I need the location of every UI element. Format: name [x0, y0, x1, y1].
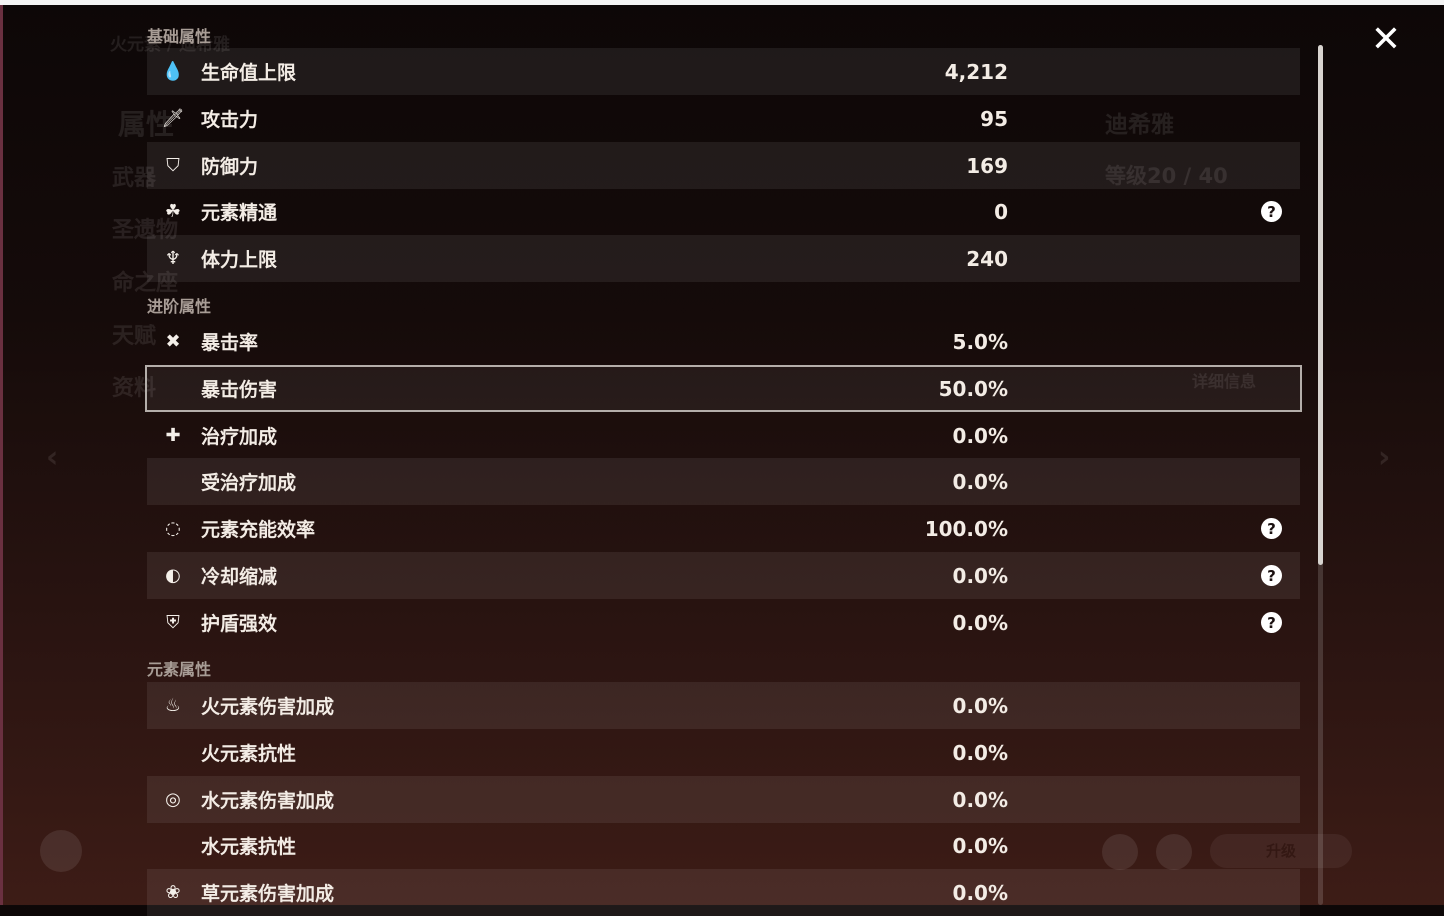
shield-icon: ⛉ — [166, 155, 180, 176]
stat-label: 元素精通 — [201, 202, 278, 224]
stat-value: 0.0% — [952, 787, 1008, 812]
stat-row[interactable]: ◎ 水元素伤害加成 0.0% — [147, 776, 1300, 823]
help-icon[interactable]: ? — [1261, 565, 1282, 586]
energy-recharge-icon: ◌ — [165, 518, 181, 539]
stat-row[interactable]: ♆ 体力上限 240 — [147, 235, 1300, 282]
scrollbar-thumb[interactable] — [1318, 45, 1323, 565]
hydro-icon: ◎ — [165, 789, 181, 810]
nav-profile[interactable]: 资料 — [112, 376, 157, 401]
stat-label: 草元素伤害加成 — [201, 883, 335, 905]
detail-button[interactable]: 详细信息 — [1192, 372, 1257, 391]
stat-row[interactable]: 🗡 攻击力 95 — [147, 95, 1300, 142]
nav-weapon[interactable]: 武器 — [112, 166, 157, 191]
stat-row[interactable]: ♨ 火元素伤害加成 0.0% — [147, 682, 1300, 729]
prev-arrow-icon[interactable]: ‹ — [46, 440, 59, 475]
stat-label: 火元素抗性 — [201, 743, 297, 765]
stat-label: 受治疗加成 — [201, 472, 297, 494]
stat-row[interactable]: 火元素抗性 0.0% — [147, 729, 1300, 776]
section-title: 进阶属性 — [147, 297, 212, 316]
crit-rate-icon: ✖ — [165, 331, 181, 352]
stamina-icon: ♆ — [164, 248, 182, 269]
stat-row[interactable]: 💧 生命值上限 4,212 — [147, 48, 1300, 95]
stat-row[interactable]: ◌ 元素充能效率 100.0%? — [147, 505, 1300, 552]
stat-value: 50.0% — [938, 376, 1008, 401]
stat-row[interactable]: ❀ 草元素伤害加成 0.0% — [147, 869, 1300, 916]
stat-value: 4,212 — [944, 59, 1008, 84]
outfit-icon[interactable] — [1102, 834, 1138, 870]
stat-label: 生命值上限 — [201, 62, 297, 84]
stat-row[interactable]: 受治疗加成 0.0% — [147, 458, 1300, 505]
stat-value: 95 — [980, 106, 1008, 131]
stat-row[interactable]: 暴击伤害 50.0% — [145, 365, 1302, 412]
stat-value: 0.0% — [952, 423, 1008, 448]
help-icon[interactable]: ? — [1261, 518, 1282, 539]
section-title: 元素属性 — [147, 660, 212, 679]
stat-value: 0.0% — [952, 740, 1008, 765]
shield-strength-icon: ⛨ — [166, 612, 180, 633]
stat-label: 水元素伤害加成 — [201, 790, 335, 812]
cooldown-icon: ◐ — [165, 565, 181, 586]
stat-value: 0.0% — [952, 469, 1008, 494]
character-name: 迪希雅 — [1105, 112, 1174, 138]
close-icon[interactable]: ✕ — [1370, 19, 1402, 60]
nav-talents[interactable]: 天赋 — [112, 324, 157, 349]
window-left-edge — [0, 5, 3, 905]
next-arrow-icon[interactable]: › — [1378, 440, 1391, 475]
window-top-strip — [0, 0, 1444, 5]
healing-cross-icon: ✚ — [165, 425, 181, 446]
nav-constellation[interactable]: 命之座 — [112, 271, 179, 296]
upgrade-button[interactable]: 升级 — [1210, 834, 1352, 868]
stat-value: 0.0% — [952, 610, 1008, 635]
stat-value: 0 — [994, 199, 1008, 224]
elemental-mastery-icon: ☘ — [164, 201, 182, 222]
stat-row[interactable]: ⛉ 防御力 169 — [147, 142, 1300, 189]
wardrobe-icon[interactable] — [1156, 834, 1192, 870]
stat-row[interactable]: ✖ 暴击率 5.0% — [147, 318, 1300, 365]
character-level: 等级20 / 40 — [1105, 164, 1228, 188]
stat-value: 0.0% — [952, 563, 1008, 588]
stat-row[interactable]: ◐ 冷却缩减 0.0%? — [147, 552, 1300, 599]
nav-artifacts[interactable]: 圣遗物 — [112, 218, 179, 243]
stat-row[interactable]: ✚ 治疗加成 0.0% — [147, 412, 1300, 459]
stat-label: 防御力 — [201, 156, 259, 178]
nav-attributes[interactable]: 属性 — [118, 108, 175, 141]
stat-label: 元素充能效率 — [201, 519, 316, 541]
stat-label: 体力上限 — [201, 249, 278, 271]
stat-row[interactable]: ⛨ 护盾强效 0.0%? — [147, 599, 1300, 646]
stat-value: 240 — [966, 246, 1008, 271]
stat-label: 水元素抗性 — [201, 836, 297, 858]
stat-value: 169 — [966, 153, 1008, 178]
sword-icon: 🗡 — [161, 108, 185, 129]
stat-value: 0.0% — [952, 693, 1008, 718]
stat-label: 治疗加成 — [201, 426, 278, 448]
help-icon[interactable]: ? — [1261, 201, 1282, 222]
scrollbar[interactable] — [1318, 45, 1323, 905]
stat-value: 5.0% — [952, 329, 1008, 354]
help-icon[interactable]: ? — [1261, 612, 1282, 633]
stat-label: 火元素伤害加成 — [201, 696, 335, 718]
stat-value: 0.0% — [952, 833, 1008, 858]
stat-label: 暴击率 — [201, 332, 259, 354]
stat-label: 攻击力 — [201, 109, 259, 131]
section-title: 基础属性 — [147, 27, 212, 46]
pyro-icon: ♨ — [164, 695, 182, 716]
droplet-icon: 💧 — [161, 61, 185, 82]
stat-label: 冷却缩减 — [201, 566, 278, 588]
menu-grid-icon[interactable] — [40, 830, 82, 872]
stat-label: 暴击伤害 — [201, 379, 278, 401]
stat-row[interactable]: 水元素抗性 0.0% — [147, 822, 1300, 869]
stat-row[interactable]: ☘ 元素精通 0? — [147, 188, 1300, 235]
stat-label: 护盾强效 — [201, 613, 278, 635]
stat-value: 0.0% — [952, 880, 1008, 905]
dendro-icon: ❀ — [165, 882, 181, 903]
stat-value: 100.0% — [924, 516, 1008, 541]
element-title: 火元素 / 迪希雅 — [110, 35, 231, 55]
